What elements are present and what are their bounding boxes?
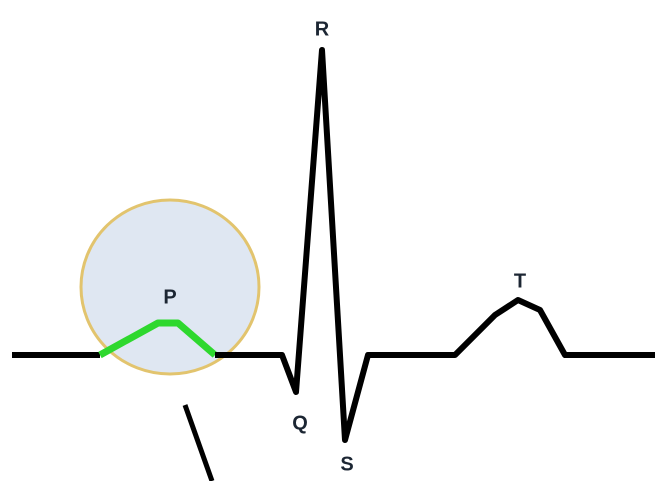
q-label: Q	[292, 412, 308, 434]
highlight-circle	[79, 198, 261, 376]
p-label: P	[163, 286, 176, 308]
p-wave	[98, 319, 218, 359]
s-label: S	[340, 453, 353, 475]
r-label: R	[315, 18, 330, 40]
t-label: T	[514, 270, 526, 292]
pointer-line	[182, 404, 215, 481]
ecg-trace	[215, 47, 655, 443]
